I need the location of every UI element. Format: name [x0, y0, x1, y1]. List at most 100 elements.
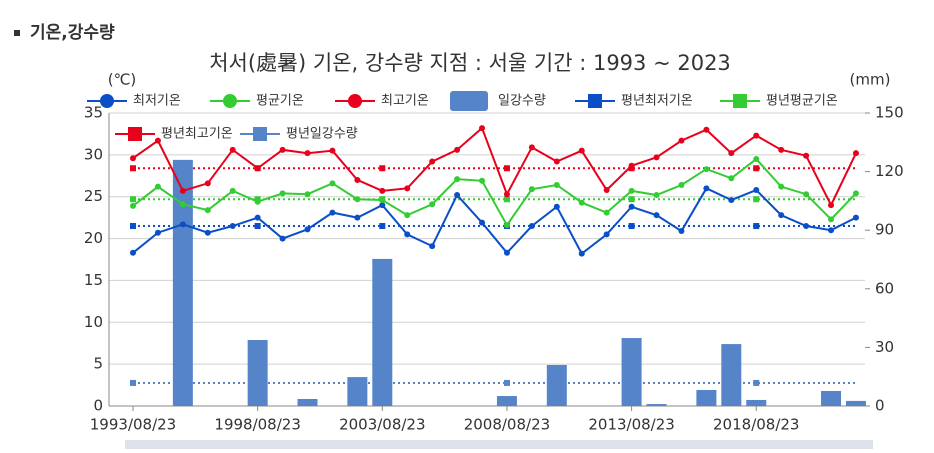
scrollbar	[125, 440, 873, 449]
point	[578, 250, 585, 257]
point	[204, 180, 211, 187]
point	[603, 209, 610, 216]
point	[229, 187, 236, 194]
legend-label: 평균기온	[256, 94, 304, 109]
point	[304, 150, 311, 157]
point	[429, 158, 436, 165]
bar	[546, 364, 567, 406]
legend-label: 평년일강수량	[286, 127, 358, 142]
bar	[372, 258, 393, 406]
point	[454, 146, 461, 153]
normal-marker	[628, 223, 635, 230]
point	[653, 212, 660, 219]
point	[329, 209, 336, 216]
legend-label: 평년최고기온	[161, 127, 233, 142]
point	[528, 223, 535, 230]
normal-marker	[753, 379, 760, 386]
y2-tick-label: 30	[875, 338, 894, 356]
line	[132, 157, 857, 228]
point	[479, 219, 486, 226]
point	[528, 186, 535, 193]
point	[678, 181, 685, 188]
y-tick-label: 30	[84, 145, 103, 163]
bar	[646, 404, 667, 406]
point	[828, 216, 835, 223]
point	[653, 192, 660, 199]
normal-marker	[503, 196, 510, 203]
point	[279, 235, 286, 242]
normal-marker	[379, 223, 386, 230]
point	[553, 203, 560, 210]
point	[753, 132, 760, 139]
legend-marker	[588, 94, 602, 108]
y-tick-label: 10	[84, 313, 103, 331]
point	[279, 190, 286, 197]
point	[229, 223, 236, 230]
point	[454, 176, 461, 183]
point	[503, 222, 510, 229]
point	[528, 144, 535, 151]
normal-marker	[753, 196, 760, 203]
point	[503, 249, 510, 256]
header: 기온,강수량	[30, 23, 115, 43]
point	[279, 146, 286, 153]
point	[828, 227, 835, 234]
y-tick-label: 15	[84, 271, 103, 289]
y2-tick-label: 0	[875, 397, 885, 415]
point	[852, 214, 859, 221]
y-label: (℃)	[108, 71, 137, 89]
point	[254, 198, 261, 205]
x-tick-label: 1993/08/23	[90, 416, 176, 434]
point	[703, 185, 710, 192]
point	[852, 190, 859, 197]
x-tick-label: 2013/08/23	[588, 416, 674, 434]
point	[204, 229, 211, 236]
point	[379, 197, 386, 204]
y-tick-label: 25	[84, 187, 103, 205]
x-tick-label: 2003/08/23	[339, 416, 425, 434]
legend-label: 최고기온	[381, 94, 429, 109]
bar	[845, 400, 866, 406]
legend-marker	[128, 127, 142, 141]
point	[404, 212, 411, 219]
x-tick-label: 2018/08/23	[713, 416, 799, 434]
point	[728, 197, 735, 204]
point	[429, 201, 436, 208]
normal-marker	[753, 223, 760, 230]
point	[603, 231, 610, 238]
point	[703, 166, 710, 173]
point	[254, 165, 261, 172]
y-tick-label: 5	[93, 355, 103, 373]
point	[678, 137, 685, 144]
normal-marker	[753, 165, 760, 172]
point	[130, 202, 136, 209]
y2-tick-label: 90	[875, 221, 894, 239]
point	[304, 226, 311, 233]
point	[304, 191, 311, 198]
bar	[297, 398, 318, 406]
normal-marker	[254, 223, 261, 230]
y-tick-label: 35	[84, 104, 103, 122]
point	[429, 243, 436, 250]
normal-marker	[130, 223, 136, 230]
bar	[347, 377, 368, 406]
point	[229, 146, 236, 153]
point	[154, 229, 161, 236]
legend-marker	[733, 94, 747, 108]
legend-label: 평년최저기온	[621, 94, 693, 109]
normal-marker	[130, 379, 136, 386]
bar	[696, 389, 717, 406]
point	[130, 249, 136, 256]
point	[828, 202, 835, 209]
point	[628, 187, 635, 194]
point	[778, 183, 785, 190]
legend-label: 일강수량	[498, 94, 546, 109]
normal-marker	[130, 165, 136, 172]
legend-label: 평년평균기온	[766, 94, 838, 109]
point	[653, 154, 660, 161]
point	[204, 207, 211, 214]
point	[379, 187, 386, 194]
point	[803, 152, 810, 159]
point	[803, 223, 810, 230]
